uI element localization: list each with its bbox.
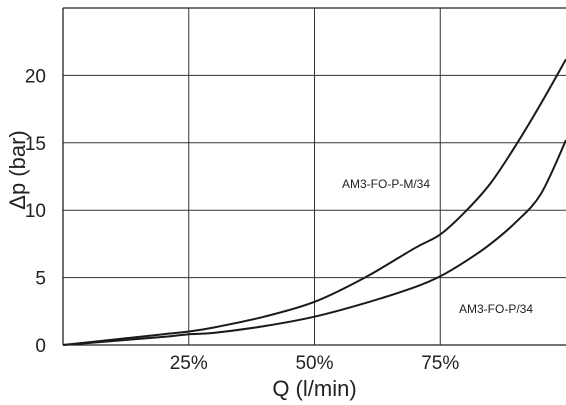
y-tick-label: 0 (35, 336, 46, 357)
y-tick-label: 20 (25, 66, 46, 87)
x-tick-label: 75% (421, 353, 459, 374)
y-tick-label: 5 (35, 269, 46, 290)
series-lines (62, 58, 566, 346)
y-tick-label: 10 (25, 201, 46, 222)
y-tick-labels: 0 5 10 15 20 (25, 66, 46, 357)
x-tick-labels: 25% 50% 75% (170, 353, 460, 374)
series-label: AM3-FO-P-M/34 (342, 177, 430, 191)
y-tick-label: 15 (25, 134, 46, 155)
x-tick-label: 50% (295, 353, 333, 374)
series-line-1 (62, 58, 566, 346)
plot-frame (62, 7, 566, 346)
series-label: AM3-FO-P/34 (459, 302, 533, 316)
y-axis-title: Δp (bar) (5, 130, 30, 210)
grid (63, 8, 566, 345)
x-tick-label: 25% (170, 353, 208, 374)
series-labels: AM3-FO-P-M/34 AM3-FO-P/34 (342, 177, 533, 316)
series-line-2 (62, 139, 566, 346)
x-axis-title: Q (l/min) (272, 376, 356, 401)
